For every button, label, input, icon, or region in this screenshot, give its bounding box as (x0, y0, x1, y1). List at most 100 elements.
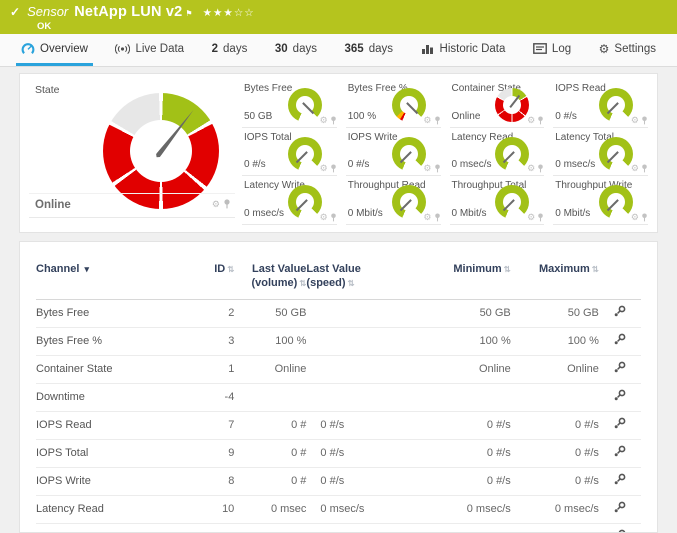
tab-label: Overview (40, 42, 88, 55)
gear-icon[interactable]: ⚙ (423, 212, 432, 222)
state-gauge-title: State (35, 84, 60, 96)
pin-icon[interactable] (641, 164, 648, 173)
gear-icon[interactable]: ⚙ (630, 212, 639, 222)
sort-desc-icon: ▾ (84, 264, 89, 274)
gauge-title: IOPS Total (244, 131, 292, 143)
pin-icon[interactable] (537, 213, 544, 222)
mini-gauge-grid: Bytes Free 50 GB ⚙ Bytes Free % 100 % ⚙ … (242, 79, 648, 225)
pin-icon[interactable] (434, 213, 441, 222)
edit-channel-icon[interactable] (613, 333, 626, 346)
pin-icon[interactable] (223, 199, 231, 209)
tab-label: Live Data (135, 42, 185, 55)
pin-icon[interactable] (537, 116, 544, 125)
gauge-cell-latency-read: Latency Read 0 msec/s ⚙ (449, 128, 545, 177)
edit-channel-icon[interactable] (613, 445, 626, 458)
gauge-cell-latency-write: Latency Write 0 msec/s ⚙ (242, 176, 337, 225)
gauge-value: 0 #/s (244, 159, 266, 171)
table-row[interactable]: Bytes Free 2 50 GB 50 GB 50 GB (36, 299, 641, 328)
table-row[interactable]: IOPS Write 8 0 #0 #/s 0 #/s 0 #/s (36, 467, 641, 496)
sort-icon: ⇅ (503, 264, 511, 274)
gauge-value: 0 Mbit/s (451, 208, 487, 219)
throughput-total-gauge (495, 185, 530, 220)
edit-channel-icon[interactable] (613, 501, 626, 514)
table-row[interactable]: Bytes Free % 3 100 % 100 % 100 % (36, 327, 641, 356)
star-icon[interactable]: ☆ (244, 7, 255, 19)
edit-channel-icon[interactable] (613, 529, 626, 533)
gear-icon[interactable]: ⚙ (630, 114, 639, 125)
pin-icon[interactable] (434, 164, 441, 173)
gauge-title: IOPS Write (347, 131, 398, 143)
gauge-title: Latency Write (244, 180, 305, 192)
tab-overview[interactable]: Overview (16, 34, 93, 66)
tab-30-days[interactable]: 30 days (270, 34, 322, 66)
flag-icon[interactable]: ⚑ (185, 9, 193, 18)
tab-365-days[interactable]: 365 days (340, 34, 398, 66)
star-icon[interactable]: ☆ (233, 7, 245, 19)
sort-icon: ⇅ (227, 264, 235, 274)
edit-channel-icon[interactable] (613, 361, 626, 374)
pin-icon[interactable] (330, 116, 337, 125)
tab-label: days (292, 42, 317, 55)
table-row[interactable]: Latency Read 10 0 msec 0 msec/s 0 msec/s 0 ms… (36, 495, 641, 524)
tab-label: Settings (614, 42, 656, 55)
tab-live-data[interactable]: Live Data (110, 34, 189, 66)
gauge-value: 100 % (347, 110, 377, 122)
tab-log[interactable]: Log (528, 34, 576, 66)
tab-number: 30 (274, 42, 288, 55)
gear-icon[interactable]: ⚙ (319, 114, 328, 125)
gear-icon[interactable]: ⚙ (211, 198, 220, 209)
table-row[interactable]: IOPS Total 9 0 #0 #/s 0 #/s 0 #/s (36, 439, 641, 468)
gear-icon[interactable]: ⚙ (423, 114, 432, 125)
column-header-id[interactable]: ID ⇅ (214, 263, 235, 275)
gauge-cell-iops-total: IOPS Total 0 #/s ⚙ (242, 128, 337, 177)
state-gauge-value: Online (35, 199, 71, 211)
column-header-maximum[interactable]: Maximum ⇅ (539, 263, 599, 275)
pin-icon[interactable] (330, 213, 337, 222)
tab-label: Log (551, 42, 572, 55)
table-row[interactable]: IOPS Read 7 0 #0 #/s 0 #/s 0 #/s (36, 411, 641, 440)
gauge-cell-throughput-read: Throughput Read 0 Mbit/s ⚙ (345, 176, 441, 225)
column-header-last-value-speed[interactable]: Last Value (speed) ⇅ (306, 263, 361, 290)
star-icon[interactable]: ★ (213, 7, 224, 19)
gear-icon[interactable]: ⚙ (319, 163, 328, 174)
tab-2-days[interactable]: 2 days (207, 34, 253, 66)
pin-icon[interactable] (641, 213, 648, 222)
sensor-title: NetApp LUN v2 (74, 4, 183, 20)
gear-icon[interactable]: ⚙ (527, 163, 536, 174)
gear-icon[interactable]: ⚙ (423, 163, 432, 174)
gear-icon[interactable]: ⚙ (319, 212, 328, 222)
gear-icon[interactable]: ⚙ (527, 114, 536, 125)
tab-number: 365 (344, 42, 364, 55)
gauge-title: Bytes Free (244, 83, 293, 94)
table-row[interactable]: Container State 1 Online Online Online (36, 355, 641, 384)
tab-label: days (368, 42, 393, 55)
star-icon[interactable]: ★ (202, 7, 213, 19)
pin-icon[interactable] (641, 116, 648, 125)
throughput-write-gauge (599, 185, 633, 220)
pin-icon[interactable] (330, 164, 337, 173)
edit-channel-icon[interactable] (613, 305, 626, 318)
table-row[interactable]: Downtime -4 (36, 383, 641, 412)
edit-channel-icon[interactable] (613, 473, 626, 486)
star-icon[interactable]: ★ (223, 7, 234, 19)
priority-stars[interactable]: ★★★☆☆ (203, 7, 255, 19)
gauge-title: Latency Total (555, 131, 614, 143)
column-header-minimum[interactable]: Minimum ⇅ (453, 263, 511, 275)
edit-channel-icon[interactable] (613, 417, 626, 430)
column-header-last-value-volume[interactable]: Last Value (volume) ⇅ (251, 263, 307, 290)
gauge-title: Latency Read (451, 131, 514, 143)
tab-number: 2 (211, 42, 219, 55)
pin-icon[interactable] (537, 164, 544, 173)
gear-icon[interactable]: ⚙ (527, 212, 536, 222)
edit-channel-icon[interactable] (613, 389, 626, 402)
gauge-value: 0 msec/s (555, 159, 596, 171)
tab-historic-data[interactable]: Historic Data (416, 34, 511, 66)
gear-icon[interactable]: ⚙ (630, 163, 639, 174)
pin-icon[interactable] (434, 116, 441, 125)
gauge-cell-bytes-free: Bytes Free 50 GB ⚙ (242, 79, 337, 128)
tab-settings[interactable]: ⚙ Settings (594, 34, 661, 66)
iops-read-gauge (599, 88, 633, 122)
latency-total-gauge (599, 136, 633, 171)
column-header-channel[interactable]: Channel ▾ (36, 263, 89, 275)
